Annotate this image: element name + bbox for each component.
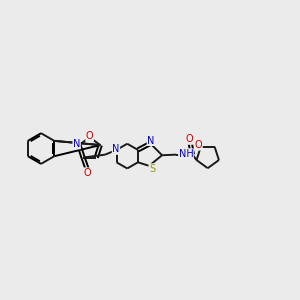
Text: O: O <box>185 134 193 144</box>
Text: O: O <box>195 140 202 150</box>
Text: S: S <box>149 164 155 174</box>
Text: O: O <box>84 168 91 178</box>
Text: N: N <box>112 144 120 154</box>
Text: NH: NH <box>178 149 193 159</box>
Text: N: N <box>147 136 155 146</box>
Text: O: O <box>86 131 94 141</box>
Text: N: N <box>73 139 80 149</box>
